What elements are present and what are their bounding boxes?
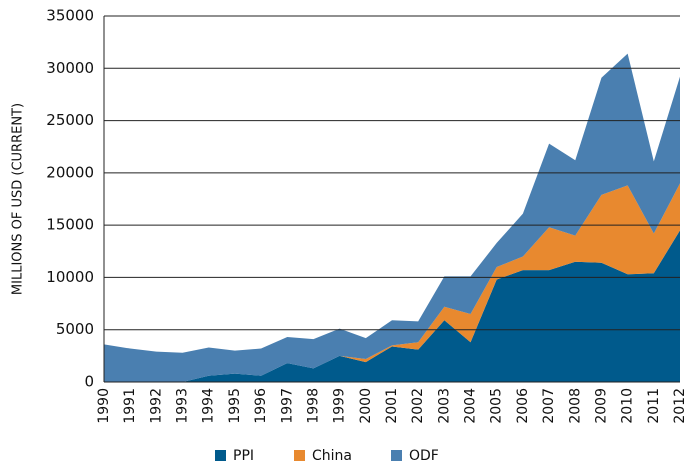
- x-tick-label: 1998: [305, 388, 321, 424]
- legend-swatch: [391, 450, 402, 461]
- legend-label: ODF: [409, 448, 439, 464]
- x-tick-label: 1995: [227, 388, 243, 424]
- area: [104, 230, 680, 382]
- legend-swatch: [294, 450, 305, 461]
- x-tick-label: 2006: [515, 388, 531, 424]
- y-tick-label: 15000: [46, 216, 94, 234]
- x-tick-label: 2008: [567, 388, 583, 424]
- y-tick-label: 30000: [46, 59, 94, 77]
- x-tick-label: 2001: [384, 388, 400, 424]
- x-tick-label: 2009: [593, 388, 609, 424]
- legend-label: PPI: [233, 448, 254, 464]
- y-axis-label: MILLIONS OF USD (CURRENT): [11, 103, 26, 295]
- x-tick-label: 1993: [175, 388, 191, 424]
- y-tick-label: 35000: [46, 7, 94, 25]
- y-tick-label: 0: [84, 373, 94, 391]
- x-tick-label: 2002: [410, 388, 426, 424]
- x-tick-label: 1999: [332, 388, 348, 424]
- y-tick-label: 20000: [46, 163, 94, 181]
- x-tick-label: 1992: [148, 388, 164, 424]
- x-tick-label: 2007: [541, 388, 557, 424]
- x-tick-label: 2005: [489, 388, 505, 424]
- x-tick-label: 1996: [253, 388, 269, 424]
- legend-label: China: [312, 448, 352, 464]
- x-tick-label: 2003: [436, 388, 452, 424]
- x-tick-label: 2010: [620, 388, 636, 424]
- y-tick-label: 10000: [46, 268, 94, 286]
- x-tick-label: 2012: [672, 388, 685, 424]
- x-tick-label: 1994: [201, 388, 217, 424]
- x-tick-label: 1991: [122, 388, 138, 424]
- area: [104, 183, 680, 382]
- x-tick-label: 1990: [96, 388, 112, 424]
- area: [104, 53, 680, 382]
- y-tick-label: 25000: [46, 111, 94, 129]
- x-tick-label: 2004: [463, 388, 479, 424]
- x-tick-label: 2000: [358, 388, 374, 424]
- y-tick-label: 5000: [56, 320, 94, 338]
- x-tick-label: 2011: [646, 388, 662, 424]
- x-tick-label: 1997: [279, 388, 295, 424]
- legend-swatch: [215, 450, 226, 461]
